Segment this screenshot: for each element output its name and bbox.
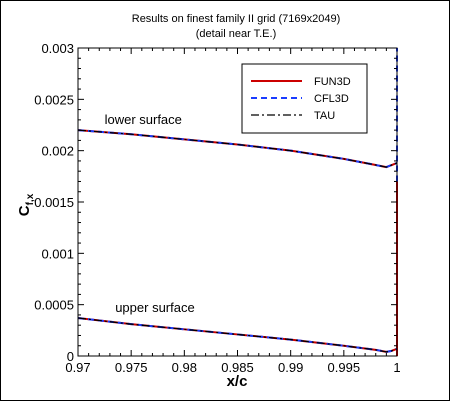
series-fun3d-lower-line bbox=[77, 129, 398, 169]
annotation-0: lower surface bbox=[105, 112, 182, 127]
y-tick-label-4: 0.002 bbox=[41, 144, 74, 159]
y-tick-label-2: 0.001 bbox=[41, 246, 74, 261]
x-tick-label-0: 0.97 bbox=[65, 360, 90, 375]
legend: FUN3D CFL3D TAU bbox=[241, 63, 368, 134]
x-axis-label: x/c bbox=[227, 373, 248, 390]
x-tick-label-4: 0.99 bbox=[278, 360, 303, 375]
x-axis-ticks: 0.97 0.975 0.98 0.985 0.99 0.995 1 bbox=[65, 48, 401, 375]
legend-label-cfl3d: CFL3D bbox=[314, 93, 349, 105]
series-cfl3d-lower-line bbox=[77, 129, 398, 169]
legend-label-fun3d: FUN3D bbox=[314, 76, 351, 88]
x-tick-label-6: 1 bbox=[393, 360, 400, 375]
legend-box bbox=[241, 63, 368, 134]
y-axis-label-main: C bbox=[16, 205, 33, 216]
legend-label-tau: TAU bbox=[314, 110, 335, 122]
y-tick-label-1: 0.0005 bbox=[34, 298, 74, 313]
x-tick-label-1: 0.975 bbox=[115, 360, 148, 375]
y-tick-label-5: 0.0025 bbox=[34, 92, 74, 107]
y-tick-label-3: 0.0015 bbox=[34, 195, 74, 210]
y-axis-label-group: Cf,x bbox=[16, 193, 36, 216]
chart-subtitle: (detail near T.E.) bbox=[196, 28, 277, 40]
annotation-1: upper surface bbox=[115, 300, 195, 315]
annotation-layer: lower surface upper surface bbox=[105, 112, 195, 315]
x-tick-label-2: 0.98 bbox=[172, 360, 197, 375]
series-tau-lower-line bbox=[77, 129, 398, 168]
y-axis-ticks: 0 0.0005 0.001 0.0015 0.002 0.0025 0.003 bbox=[34, 41, 397, 364]
x-tick-label-5: 0.995 bbox=[328, 360, 361, 375]
y-tick-label-6: 0.003 bbox=[41, 41, 74, 56]
x-tick-label-3: 0.985 bbox=[221, 360, 254, 375]
series-tau-upper-line bbox=[77, 317, 398, 353]
chart-title: Results on finest family II grid (7169x2… bbox=[132, 13, 341, 25]
y-axis-label-subscript: f,x bbox=[25, 193, 36, 205]
y-tick-label-0: 0 bbox=[67, 349, 74, 364]
y-axis-label: Cf,x bbox=[16, 193, 36, 216]
